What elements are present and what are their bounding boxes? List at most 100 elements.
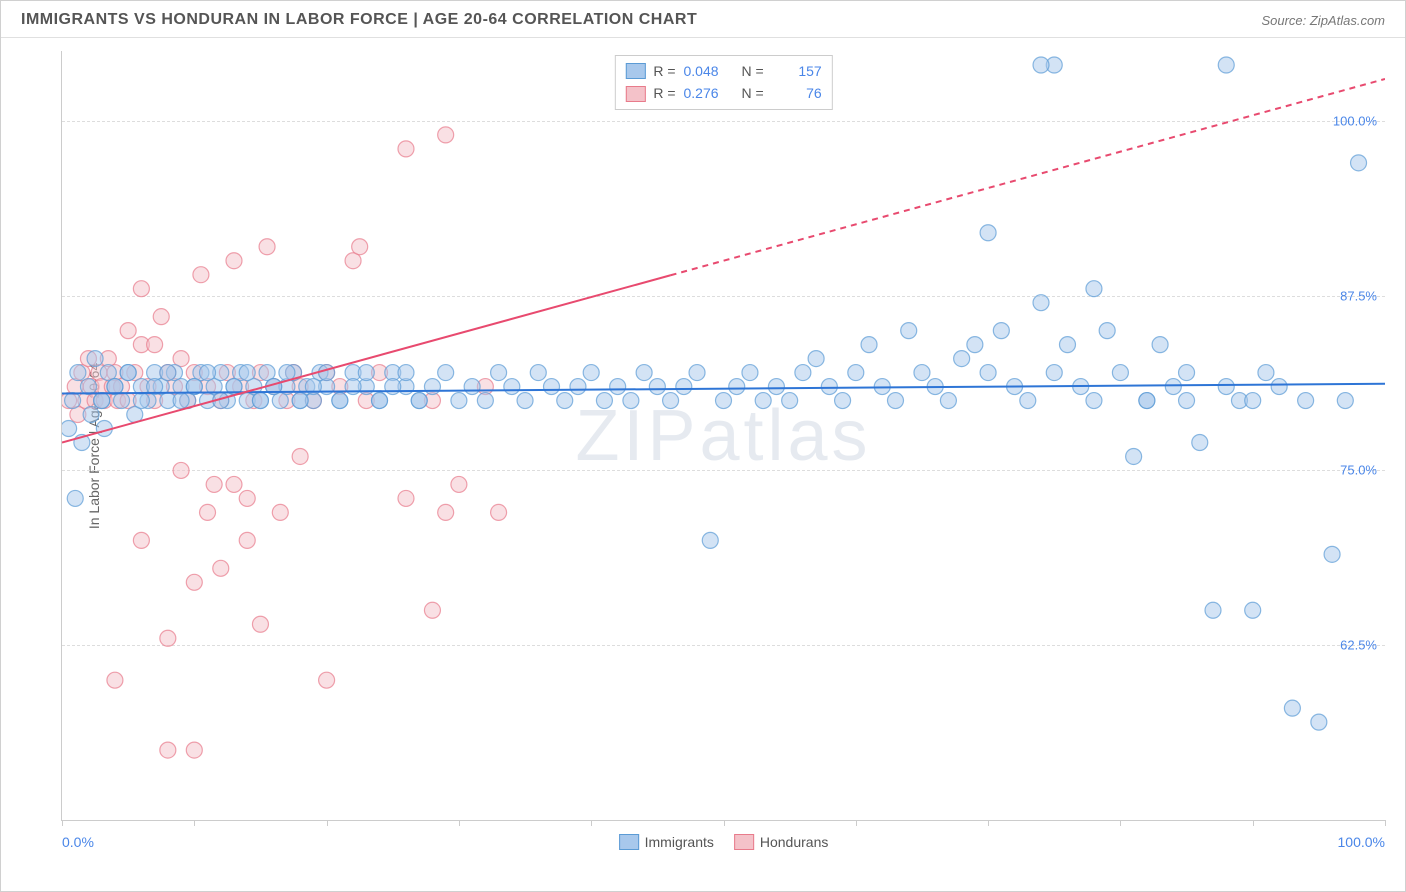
legend-row: R =0.276N =76	[625, 82, 821, 104]
data-point	[491, 365, 507, 381]
data-point	[1284, 700, 1300, 716]
x-tick	[988, 820, 989, 826]
data-point	[160, 742, 176, 758]
x-tick	[62, 820, 63, 826]
data-point	[1271, 379, 1287, 395]
data-point	[173, 462, 189, 478]
data-point	[1324, 546, 1340, 562]
data-point	[398, 365, 414, 381]
data-point	[252, 616, 268, 632]
data-point	[821, 379, 837, 395]
data-point	[133, 393, 149, 409]
x-tick	[459, 820, 460, 826]
legend-r-value: 0.048	[684, 60, 734, 82]
data-point	[808, 351, 824, 367]
data-point	[1099, 323, 1115, 339]
x-tick	[327, 820, 328, 826]
legend-n-value: 76	[772, 82, 822, 104]
data-point	[160, 630, 176, 646]
data-point	[1218, 57, 1234, 73]
data-point	[424, 379, 440, 395]
data-point	[557, 393, 573, 409]
data-point	[1126, 448, 1142, 464]
data-point	[411, 393, 427, 409]
data-point	[1205, 602, 1221, 618]
data-point	[133, 281, 149, 297]
data-point	[94, 393, 110, 409]
data-point	[491, 504, 507, 520]
data-point	[835, 393, 851, 409]
data-point	[1152, 337, 1168, 353]
data-point	[352, 239, 368, 255]
data-point	[636, 365, 652, 381]
data-point	[239, 365, 255, 381]
data-point	[1218, 379, 1234, 395]
data-point	[70, 365, 86, 381]
legend-series-label: Hondurans	[760, 834, 829, 850]
data-point	[1179, 365, 1195, 381]
scatter-plot-svg	[62, 51, 1385, 820]
data-point	[65, 393, 81, 409]
x-tick	[856, 820, 857, 826]
data-point	[438, 127, 454, 143]
legend-row: R =0.048N =157	[625, 60, 821, 82]
data-point	[768, 379, 784, 395]
legend-n-label: N =	[742, 60, 764, 82]
chart-header: IMMIGRANTS VS HONDURAN IN LABOR FORCE | …	[1, 1, 1405, 38]
data-point	[226, 476, 242, 492]
data-point	[372, 393, 388, 409]
x-tick	[1385, 820, 1386, 826]
x-tick	[194, 820, 195, 826]
data-point	[663, 393, 679, 409]
data-point	[610, 379, 626, 395]
legend-r-label: R =	[653, 60, 675, 82]
legend-item: Hondurans	[734, 834, 829, 850]
data-point	[147, 337, 163, 353]
data-point	[887, 393, 903, 409]
data-point	[107, 672, 123, 688]
data-point	[570, 379, 586, 395]
correlation-legend: R =0.048N =157R =0.276N =76	[614, 55, 832, 110]
legend-swatch	[625, 86, 645, 102]
data-point	[795, 365, 811, 381]
data-point	[1298, 393, 1314, 409]
data-point	[438, 365, 454, 381]
data-point	[1179, 393, 1195, 409]
data-point	[319, 365, 335, 381]
data-point	[398, 141, 414, 157]
data-point	[259, 239, 275, 255]
legend-swatch	[619, 834, 639, 850]
data-point	[358, 365, 374, 381]
data-point	[1351, 155, 1367, 171]
data-point	[120, 323, 136, 339]
data-point	[1033, 295, 1049, 311]
data-point	[1245, 602, 1261, 618]
data-point	[464, 379, 480, 395]
data-point	[62, 421, 77, 437]
data-point	[729, 379, 745, 395]
data-point	[649, 379, 665, 395]
data-point	[623, 393, 639, 409]
data-point	[1112, 365, 1128, 381]
data-point	[1086, 281, 1102, 297]
data-point	[200, 365, 216, 381]
data-point	[676, 379, 692, 395]
data-point	[530, 365, 546, 381]
data-point	[782, 393, 798, 409]
data-point	[193, 267, 209, 283]
data-point	[940, 393, 956, 409]
data-point	[689, 365, 705, 381]
data-point	[901, 323, 917, 339]
data-point	[160, 365, 176, 381]
data-point	[1245, 393, 1261, 409]
data-point	[993, 323, 1009, 339]
data-point	[80, 379, 96, 395]
data-point	[914, 365, 930, 381]
data-point	[133, 532, 149, 548]
legend-swatch	[625, 63, 645, 79]
data-point	[861, 337, 877, 353]
data-point	[239, 532, 255, 548]
data-point	[504, 379, 520, 395]
data-point	[596, 393, 612, 409]
data-point	[226, 253, 242, 269]
